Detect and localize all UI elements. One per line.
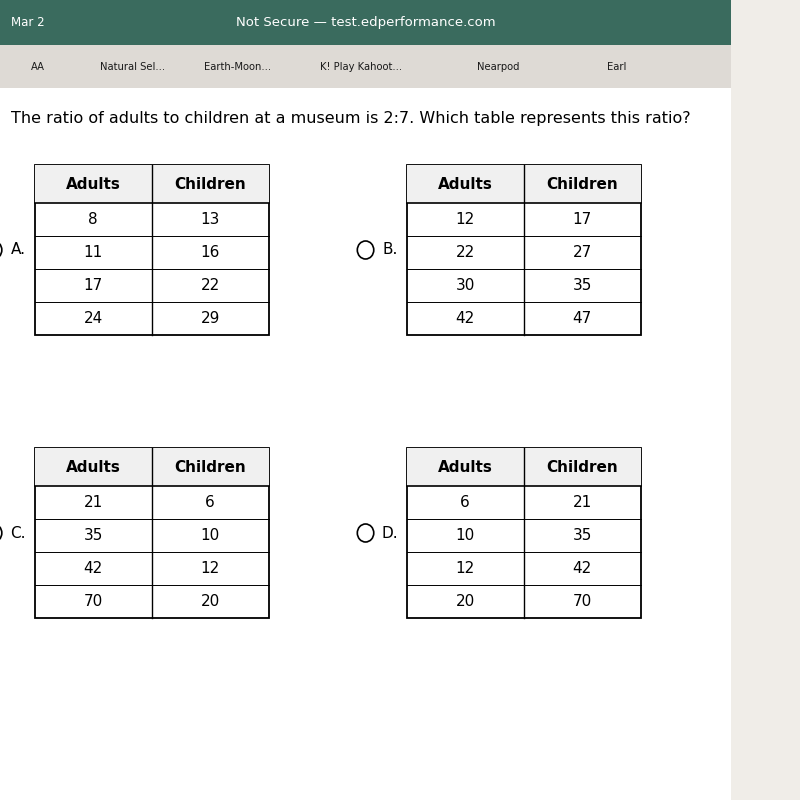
Text: 12: 12 xyxy=(201,561,220,576)
Text: K! Play Kahoot...: K! Play Kahoot... xyxy=(320,62,402,71)
Bar xyxy=(406,165,641,335)
Text: A.: A. xyxy=(10,242,26,258)
Text: 12: 12 xyxy=(455,561,474,576)
Text: Nearpod: Nearpod xyxy=(477,62,519,71)
Text: 42: 42 xyxy=(573,561,592,576)
Text: 20: 20 xyxy=(455,594,474,609)
Text: The ratio of adults to children at a museum is 2:7. Which table represents this : The ratio of adults to children at a mus… xyxy=(11,110,690,126)
Bar xyxy=(0,0,731,45)
Text: 21: 21 xyxy=(83,495,103,510)
Text: 20: 20 xyxy=(201,594,220,609)
Text: Earl: Earl xyxy=(607,62,626,71)
Text: 17: 17 xyxy=(573,212,592,227)
Bar xyxy=(34,165,269,203)
Bar xyxy=(0,88,731,800)
Text: 6: 6 xyxy=(206,495,215,510)
Text: 70: 70 xyxy=(573,594,592,609)
Text: Not Secure — test.edperformance.com: Not Secure — test.edperformance.com xyxy=(236,16,495,29)
Circle shape xyxy=(358,241,374,259)
Text: 22: 22 xyxy=(455,245,474,260)
Text: 21: 21 xyxy=(573,495,592,510)
Text: Earth-Moon...: Earth-Moon... xyxy=(204,62,271,71)
Text: 10: 10 xyxy=(455,528,474,543)
Text: 11: 11 xyxy=(83,245,103,260)
Circle shape xyxy=(0,241,2,259)
Text: 13: 13 xyxy=(201,212,220,227)
Bar xyxy=(0,45,731,88)
Text: 22: 22 xyxy=(201,278,220,293)
Text: Natural Sel...: Natural Sel... xyxy=(100,62,165,71)
Text: Adults: Adults xyxy=(438,459,493,474)
Text: 70: 70 xyxy=(83,594,103,609)
Text: Mar 2: Mar 2 xyxy=(11,16,45,29)
Text: Adults: Adults xyxy=(438,177,493,191)
Text: 30: 30 xyxy=(455,278,475,293)
Text: 24: 24 xyxy=(83,311,103,326)
Text: 42: 42 xyxy=(83,561,103,576)
Text: 47: 47 xyxy=(573,311,592,326)
Text: 29: 29 xyxy=(201,311,220,326)
Text: 17: 17 xyxy=(83,278,103,293)
Text: 35: 35 xyxy=(573,278,592,293)
Text: 12: 12 xyxy=(455,212,474,227)
Text: C.: C. xyxy=(10,526,26,541)
Text: D.: D. xyxy=(382,526,398,541)
Text: 35: 35 xyxy=(573,528,592,543)
Text: 8: 8 xyxy=(88,212,98,227)
Bar xyxy=(406,448,641,618)
Text: Children: Children xyxy=(174,177,246,191)
Text: Children: Children xyxy=(546,177,618,191)
Circle shape xyxy=(358,524,374,542)
Text: B.: B. xyxy=(382,242,398,258)
Text: 6: 6 xyxy=(460,495,470,510)
Circle shape xyxy=(0,524,2,542)
Bar xyxy=(34,448,269,486)
Text: 16: 16 xyxy=(201,245,220,260)
Text: Children: Children xyxy=(546,459,618,474)
Text: Adults: Adults xyxy=(66,177,121,191)
Bar xyxy=(406,448,641,486)
Bar xyxy=(34,165,269,335)
Text: Children: Children xyxy=(174,459,246,474)
Text: 35: 35 xyxy=(83,528,103,543)
Bar xyxy=(34,448,269,618)
Text: AA: AA xyxy=(31,62,46,71)
Text: 10: 10 xyxy=(201,528,220,543)
Text: Adults: Adults xyxy=(66,459,121,474)
Text: 27: 27 xyxy=(573,245,592,260)
Text: 42: 42 xyxy=(455,311,474,326)
Bar xyxy=(406,165,641,203)
